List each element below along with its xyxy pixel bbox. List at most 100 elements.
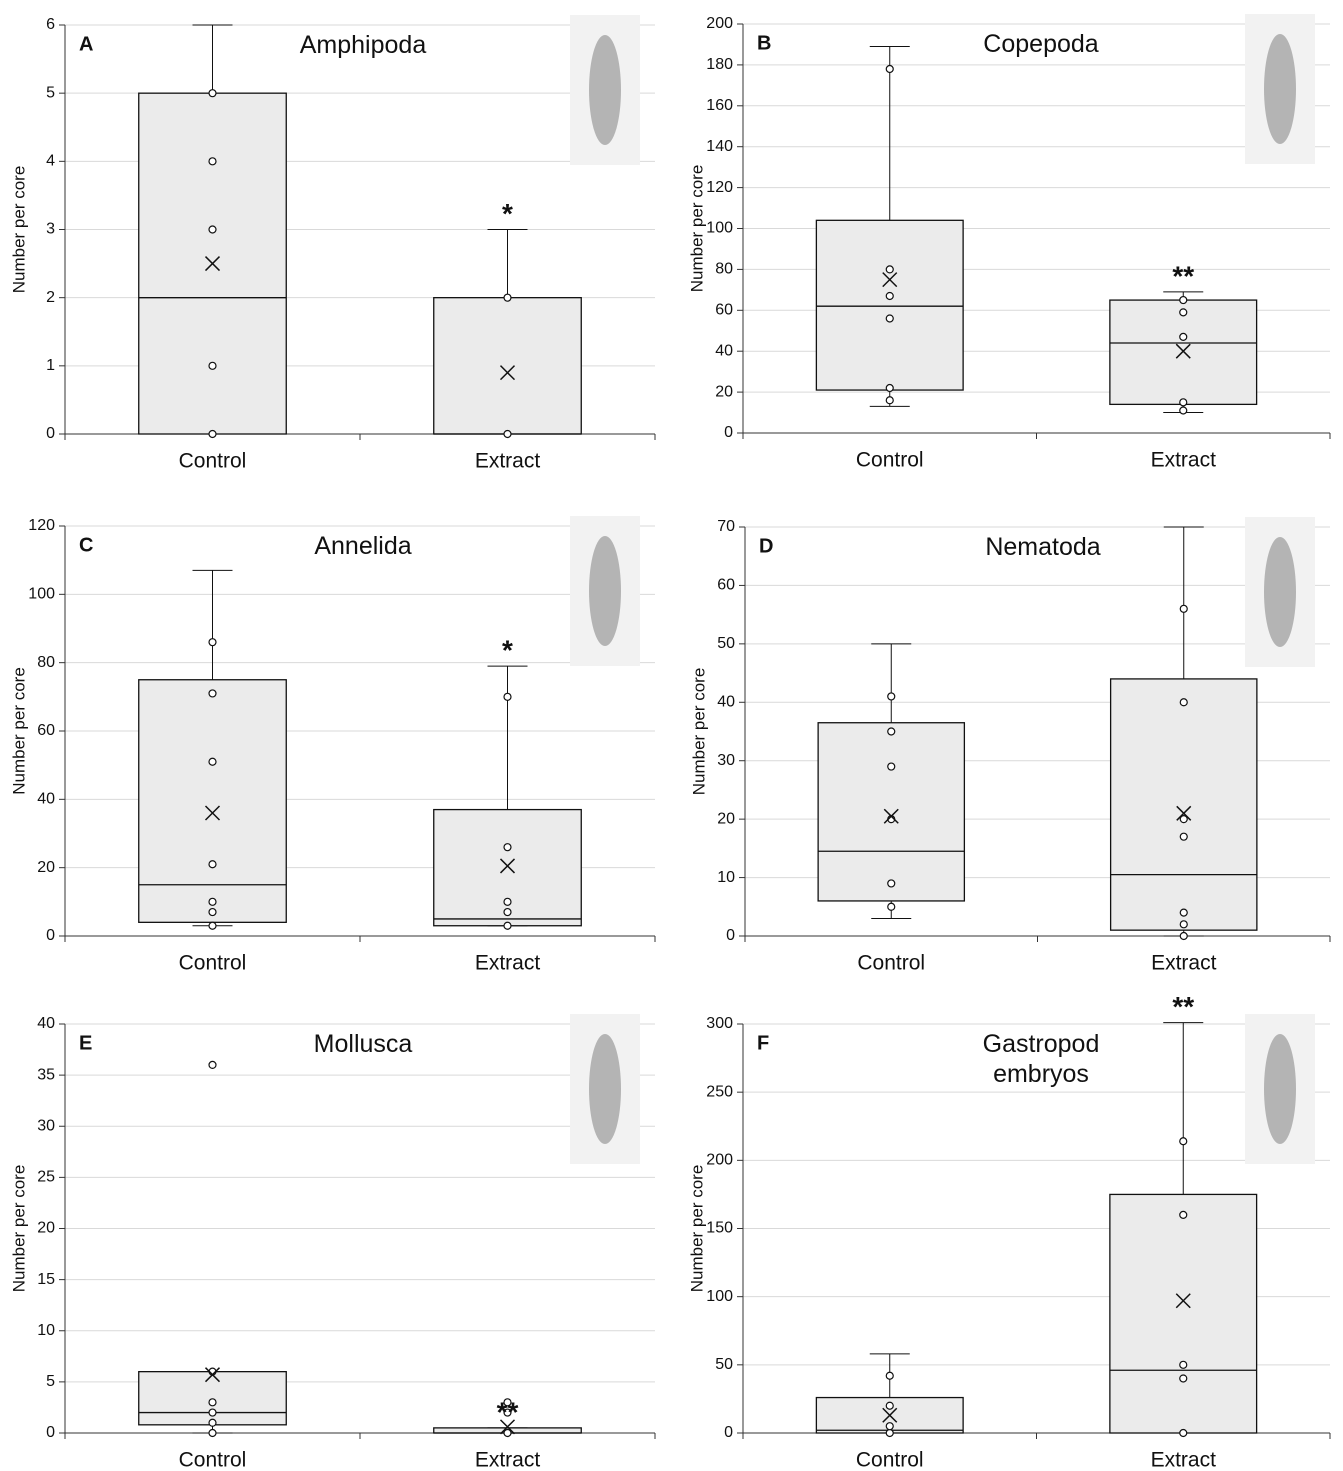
y-axis-label: Number per core	[9, 667, 28, 795]
y-tick-label: 50	[717, 635, 735, 652]
x-tick-label: Extract	[1151, 449, 1217, 472]
data-point	[209, 758, 216, 765]
data-point	[886, 1430, 893, 1437]
data-point	[1180, 297, 1187, 304]
y-tick-label: 4	[46, 153, 55, 170]
data-point	[209, 90, 216, 97]
data-point	[209, 1061, 216, 1068]
specimen-image	[589, 35, 621, 145]
y-tick-label: 5	[46, 84, 55, 101]
data-point	[1180, 309, 1187, 316]
y-axis-label: Number per core	[687, 165, 706, 293]
y-tick-label: 20	[37, 1220, 55, 1237]
data-point	[504, 431, 511, 438]
y-tick-label: 1	[46, 357, 55, 374]
y-tick-label: 180	[706, 56, 733, 73]
y-tick-label: 0	[726, 927, 735, 944]
data-point	[209, 861, 216, 868]
y-tick-label: 20	[37, 859, 55, 876]
data-point	[209, 1409, 216, 1416]
panel-letter: C	[79, 534, 93, 556]
data-point	[1180, 909, 1187, 916]
x-tick-label: Extract	[1151, 952, 1217, 975]
data-point	[1180, 1361, 1187, 1368]
chart-title: Copepoda	[941, 29, 1141, 59]
y-tick-label: 40	[37, 791, 55, 808]
panel-letter: E	[79, 1032, 92, 1054]
data-point	[1180, 1375, 1187, 1382]
y-tick-label: 35	[37, 1066, 55, 1083]
box	[816, 220, 963, 390]
data-point	[209, 1430, 216, 1437]
chart: 0123456Number per coreAControlExtract*02…	[0, 0, 1343, 1471]
significance: *	[502, 198, 513, 229]
y-tick-label: 60	[37, 722, 55, 739]
y-tick-label: 40	[717, 694, 735, 711]
figure: 0123456Number per coreAControlExtract*02…	[0, 0, 1343, 1471]
data-point	[1180, 605, 1187, 612]
y-tick-label: 20	[715, 383, 733, 400]
data-point	[1180, 1211, 1187, 1218]
data-point	[1180, 699, 1187, 706]
y-tick-label: 250	[706, 1083, 733, 1100]
y-axis-label: Number per core	[689, 668, 708, 796]
y-tick-label: 200	[706, 1152, 733, 1169]
data-point	[886, 1423, 893, 1430]
y-tick-label: 100	[28, 586, 55, 603]
x-tick-label: Control	[179, 952, 247, 975]
data-point	[888, 880, 895, 887]
y-tick-label: 0	[724, 1424, 733, 1441]
data-point	[209, 1399, 216, 1406]
panel-letter: F	[757, 1032, 769, 1054]
specimen-image	[1264, 34, 1296, 144]
data-point	[886, 266, 893, 273]
y-tick-label: 0	[46, 425, 55, 442]
y-tick-label: 2	[46, 289, 55, 306]
data-point	[1180, 399, 1187, 406]
data-point	[504, 898, 511, 905]
y-tick-label: 5	[46, 1373, 55, 1390]
y-tick-label: 40	[37, 1015, 55, 1032]
chart-title: Amphipoda	[263, 30, 463, 60]
x-tick-label: Extract	[1151, 1449, 1217, 1471]
y-tick-label: 300	[706, 1015, 733, 1032]
box	[139, 680, 287, 923]
y-tick-label: 120	[28, 517, 55, 534]
specimen-image	[589, 1034, 621, 1144]
y-axis-label: Number per core	[9, 1165, 28, 1293]
data-point	[209, 1419, 216, 1426]
x-tick-label: Control	[857, 952, 925, 975]
data-point	[888, 728, 895, 735]
y-tick-label: 10	[37, 1322, 55, 1339]
x-tick-label: Control	[179, 450, 247, 473]
data-point	[1180, 1430, 1187, 1437]
y-tick-label: 80	[715, 261, 733, 278]
y-tick-label: 150	[706, 1220, 733, 1237]
chart-title: Annelida	[263, 531, 463, 561]
data-point	[886, 1402, 893, 1409]
x-tick-label: Extract	[475, 952, 541, 975]
data-point	[888, 903, 895, 910]
y-tick-label: 20	[717, 810, 735, 827]
y-tick-label: 3	[46, 221, 55, 238]
y-tick-label: 0	[46, 1424, 55, 1441]
y-tick-label: 0	[46, 927, 55, 944]
data-point	[209, 909, 216, 916]
data-point	[1180, 333, 1187, 340]
y-tick-label: 70	[717, 518, 735, 535]
y-tick-label: 40	[715, 342, 733, 359]
data-point	[209, 922, 216, 929]
data-point	[209, 362, 216, 369]
data-point	[504, 693, 511, 700]
significance: **	[497, 1396, 519, 1427]
y-axis-label: Number per core	[687, 1165, 706, 1293]
box	[1111, 679, 1257, 930]
x-tick-label: Extract	[475, 1449, 541, 1471]
x-tick-label: Control	[856, 1449, 924, 1471]
data-point	[886, 1372, 893, 1379]
data-point	[504, 909, 511, 916]
y-tick-label: 6	[46, 16, 55, 33]
panel-letter: D	[759, 535, 773, 557]
data-point	[888, 693, 895, 700]
significance: *	[502, 634, 513, 665]
